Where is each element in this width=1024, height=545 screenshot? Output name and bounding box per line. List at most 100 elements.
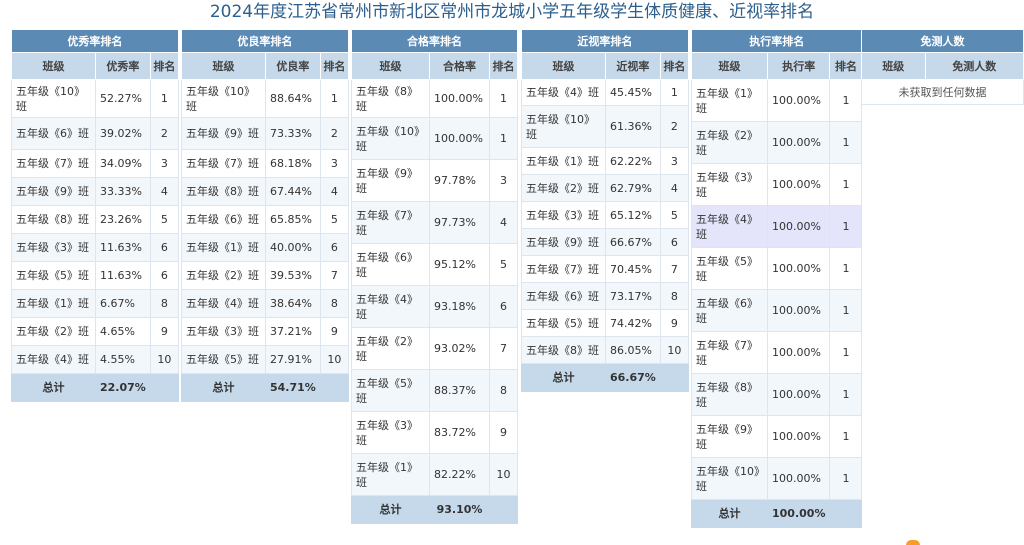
table-row[interactable]: 五年级《8》班 100.00% 1 — [691, 373, 863, 416]
total-label: 总计 — [351, 495, 430, 524]
table-row[interactable]: 五年级《6》班 100.00% 1 — [691, 289, 863, 332]
column-header-class[interactable]: 班级 — [11, 52, 96, 80]
column-header-class[interactable]: 班级 — [861, 52, 926, 80]
table-row[interactable]: 五年级《4》班 4.55% 10 — [11, 345, 179, 374]
table-row[interactable]: 五年级《10》班 100.00% 1 — [351, 117, 518, 160]
column-header-rate[interactable]: 合格率 — [429, 52, 490, 80]
column-header-rank[interactable]: 排名 — [489, 52, 518, 80]
column-header-rate[interactable]: 近视率 — [605, 52, 661, 80]
rate-cell: 40.00% — [265, 233, 321, 262]
table-row[interactable]: 五年级《1》班 100.00% 1 — [691, 79, 863, 122]
column-header-rate[interactable]: 优良率 — [265, 52, 321, 80]
rate-cell: 100.00% — [429, 117, 490, 160]
table-row[interactable]: 五年级《3》班 11.63% 6 — [11, 233, 179, 262]
table-row[interactable]: 五年级《6》班 95.12% 5 — [351, 243, 518, 286]
floating-widget-edge[interactable] — [906, 540, 920, 545]
column-header-rate[interactable]: 优秀率 — [95, 52, 151, 80]
table-row[interactable]: 五年级《4》班 45.45% 1 — [521, 79, 689, 106]
exempt-count-table: 免测人数 班级 免测人数 未获取到任何数据 — [861, 29, 1024, 105]
rate-cell: 95.12% — [429, 243, 490, 286]
table-row[interactable]: 五年级《7》班 68.18% 3 — [181, 149, 349, 178]
table-row[interactable]: 五年级《7》班 70.45% 7 — [521, 255, 689, 283]
table-row[interactable]: 五年级《2》班 39.53% 7 — [181, 261, 349, 290]
table-row[interactable]: 五年级《9》班 73.33% 2 — [181, 117, 349, 150]
table-row[interactable]: 五年级《1》班 40.00% 6 — [181, 233, 349, 262]
table-row[interactable]: 五年级《7》班 97.73% 4 — [351, 201, 518, 244]
table-row[interactable]: 五年级《5》班 27.91% 10 — [181, 345, 349, 374]
table-row[interactable]: 五年级《8》班 23.26% 5 — [11, 205, 179, 234]
table-row[interactable]: 五年级《9》班 66.67% 6 — [521, 228, 689, 256]
column-header-exempt-count[interactable]: 免测人数 — [924, 52, 1024, 80]
table-row[interactable]: 五年级《8》班 67.44% 4 — [181, 177, 349, 206]
column-header-class[interactable]: 班级 — [521, 52, 606, 80]
rate-cell: 61.36% — [605, 105, 661, 148]
rank-cell: 1 — [829, 373, 863, 416]
column-header-rate[interactable]: 执行率 — [766, 52, 831, 80]
class-name-cell: 五年级《6》班 — [351, 243, 430, 286]
rate-cell: 4.55% — [95, 345, 151, 374]
table-row[interactable]: 五年级《6》班 39.02% 2 — [11, 117, 179, 150]
table-row[interactable]: 五年级《8》班 100.00% 1 — [351, 79, 518, 118]
table-row[interactable]: 五年级《5》班 100.00% 1 — [691, 247, 863, 290]
table-row[interactable]: 五年级《2》班 100.00% 1 — [691, 121, 863, 164]
table-row[interactable]: 五年级《7》班 100.00% 1 — [691, 331, 863, 374]
rate-cell: 37.21% — [265, 317, 321, 346]
column-header-class[interactable]: 班级 — [181, 52, 266, 80]
table-row[interactable]: 五年级《10》班 88.64% 1 — [181, 79, 349, 118]
table-row[interactable]: 五年级《6》班 73.17% 8 — [521, 282, 689, 310]
table-row[interactable]: 五年级《6》班 65.85% 5 — [181, 205, 349, 234]
table-row[interactable]: 五年级《4》班 100.00% 1 — [691, 205, 863, 248]
table-row[interactable]: 五年级《3》班 100.00% 1 — [691, 163, 863, 206]
table-row[interactable]: 五年级《1》班 62.22% 3 — [521, 147, 689, 175]
rate-cell: 39.02% — [95, 117, 151, 150]
column-header-class[interactable]: 班级 — [691, 52, 768, 80]
class-name-cell: 五年级《7》班 — [181, 149, 266, 178]
column-header-class[interactable]: 班级 — [351, 52, 430, 80]
table-row[interactable]: 五年级《2》班 4.65% 9 — [11, 317, 179, 346]
table-row[interactable]: 五年级《10》班 61.36% 2 — [521, 105, 689, 148]
table-row[interactable]: 五年级《10》班 100.00% 1 — [691, 457, 863, 500]
good-rate-table: 优良率排名 班级 优良率 排名 五年级《10》班 88.64% 1 五年级《9》班 73… — [181, 29, 349, 402]
column-header-rank[interactable]: 排名 — [319, 52, 349, 80]
empty-state-message: 未获取到任何数据 — [861, 79, 1024, 105]
rank-cell: 1 — [829, 163, 863, 206]
table-row[interactable]: 五年级《1》班 82.22% 10 — [351, 453, 518, 496]
rate-cell: 62.79% — [605, 174, 661, 202]
table-row[interactable]: 五年级《9》班 100.00% 1 — [691, 415, 863, 458]
table-row[interactable]: 五年级《3》班 37.21% 9 — [181, 317, 349, 346]
rate-cell: 34.09% — [95, 149, 151, 178]
table-row[interactable]: 五年级《4》班 38.64% 8 — [181, 289, 349, 318]
table-row[interactable]: 五年级《7》班 34.09% 3 — [11, 149, 179, 178]
table-row[interactable]: 五年级《5》班 88.37% 8 — [351, 369, 518, 412]
column-header-rank[interactable]: 排名 — [149, 52, 179, 80]
table-row[interactable]: 五年级《5》班 11.63% 6 — [11, 261, 179, 290]
rank-cell: 8 — [149, 289, 179, 318]
rank-cell: 8 — [489, 369, 518, 412]
rank-cell: 2 — [659, 105, 689, 148]
table-row[interactable]: 五年级《8》班 86.05% 10 — [521, 336, 689, 364]
table-row[interactable]: 五年级《3》班 65.12% 5 — [521, 201, 689, 229]
rate-cell: 100.00% — [766, 247, 831, 290]
class-name-cell: 五年级《1》班 — [351, 453, 430, 496]
column-header-rank[interactable]: 排名 — [659, 52, 689, 80]
table-row[interactable]: 五年级《5》班 74.42% 9 — [521, 309, 689, 337]
class-name-cell: 五年级《2》班 — [181, 261, 266, 290]
class-name-cell: 五年级《7》班 — [691, 331, 768, 374]
rank-cell: 7 — [319, 261, 349, 290]
table-row[interactable]: 五年级《9》班 97.78% 3 — [351, 159, 518, 202]
class-name-cell: 五年级《2》班 — [11, 317, 96, 346]
class-name-cell: 五年级《8》班 — [351, 79, 430, 118]
rate-cell: 6.67% — [95, 289, 151, 318]
rank-cell: 1 — [149, 79, 179, 118]
table-row[interactable]: 五年级《4》班 93.18% 6 — [351, 285, 518, 328]
pass-rate-table: 合格率排名 班级 合格率 排名 五年级《8》班 100.00% 1 五年级《10》班 1… — [351, 29, 518, 524]
table-row[interactable]: 五年级《2》班 93.02% 7 — [351, 327, 518, 370]
table-row[interactable]: 五年级《9》班 33.33% 4 — [11, 177, 179, 206]
table-row[interactable]: 五年级《10》班 52.27% 1 — [11, 79, 179, 118]
class-name-cell: 五年级《2》班 — [691, 121, 768, 164]
table-row[interactable]: 五年级《2》班 62.79% 4 — [521, 174, 689, 202]
column-header-rank[interactable]: 排名 — [829, 52, 863, 80]
table-row[interactable]: 五年级《3》班 83.72% 9 — [351, 411, 518, 454]
table-row[interactable]: 五年级《1》班 6.67% 8 — [11, 289, 179, 318]
rate-cell: 100.00% — [766, 331, 831, 374]
